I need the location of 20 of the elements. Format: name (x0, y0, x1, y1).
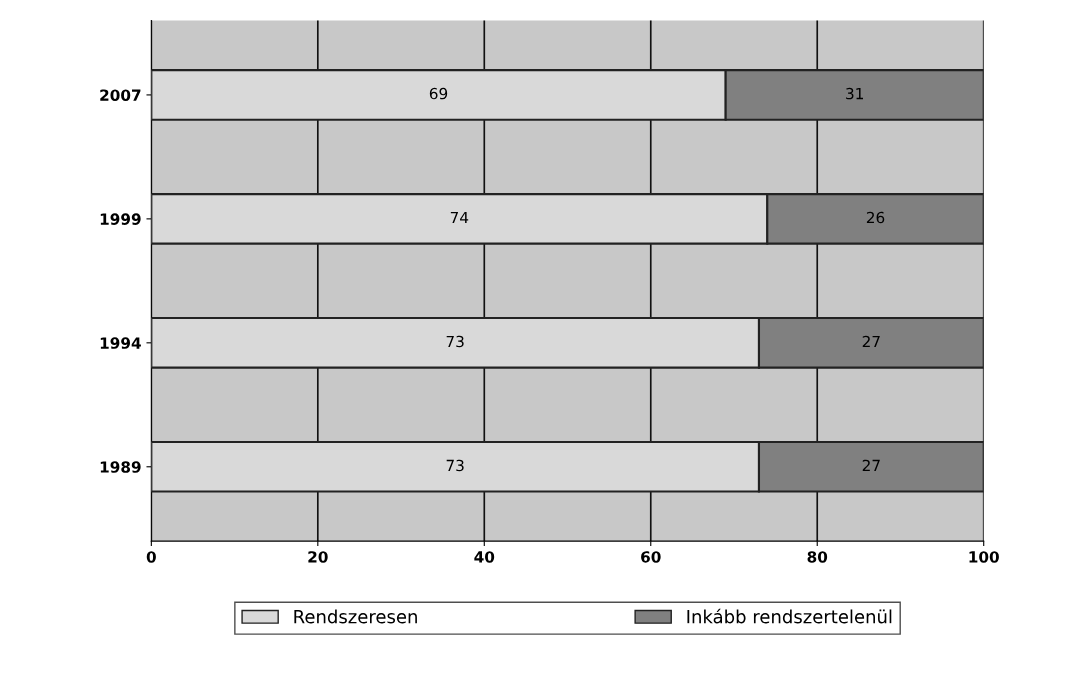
data-label: 73 (446, 459, 464, 472)
y-tick-label: 1999 (100, 213, 141, 225)
x-tick-label: 0 (146, 551, 156, 563)
data-label: 73 (446, 335, 464, 348)
data-label: 74 (450, 211, 469, 224)
data-label: 31 (846, 87, 863, 100)
x-tick-label: 40 (474, 551, 495, 563)
data-label: 27 (862, 459, 880, 471)
x-tick-label: 80 (807, 551, 828, 563)
y-tick-label: 1994 (100, 337, 141, 349)
x-tick-label: 60 (641, 551, 661, 563)
data-label: 27 (862, 335, 880, 348)
x-tick-label: 100 (969, 551, 999, 563)
data-label: 69 (429, 87, 448, 100)
x-tick-label: 20 (308, 551, 328, 563)
legend-label: Rendszeresen (294, 609, 417, 624)
legend-label: Inkább rendszertelenül (687, 608, 892, 624)
data-label: 26 (866, 211, 885, 224)
y-tick-label: 1989 (100, 461, 141, 473)
y-tick-label: 2007 (100, 89, 141, 101)
